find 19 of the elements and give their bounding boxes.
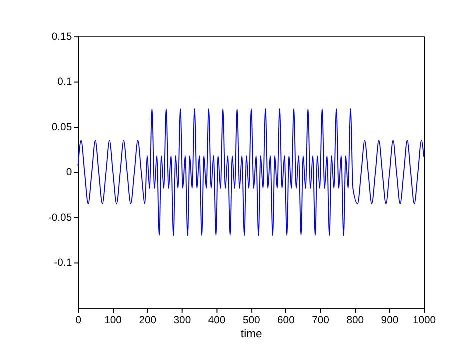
y-tick-label: -0.05 xyxy=(48,212,72,224)
x-tick-label: 500 xyxy=(242,316,260,327)
x-tick-label: 100 xyxy=(104,316,122,327)
x-tick-label: 0 xyxy=(76,316,82,327)
x-tick-label: 200 xyxy=(139,316,157,327)
y-tick-label: 0.1 xyxy=(58,77,72,88)
y-tick-label: -0.1 xyxy=(54,258,72,270)
y-tick-label: 0 xyxy=(66,168,72,179)
line-series xyxy=(78,108,425,236)
x-tick-label: 300 xyxy=(174,316,192,327)
x-tick-label: 1000 xyxy=(413,316,436,327)
x-tick-label: 600 xyxy=(278,316,296,327)
y-tick-label: 0.05 xyxy=(52,122,72,134)
x-tick-label: 400 xyxy=(208,316,226,327)
y-tick-label: 0.15 xyxy=(52,32,72,43)
x-tick-label: 700 xyxy=(312,316,330,327)
x-axis-title: time xyxy=(240,328,262,341)
x-tick-label: 800 xyxy=(346,316,364,327)
x-tick-label: 900 xyxy=(381,316,399,327)
